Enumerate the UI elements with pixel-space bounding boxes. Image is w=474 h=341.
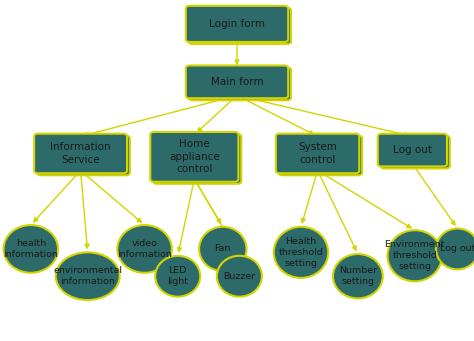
Text: Log out: Log out xyxy=(393,145,432,155)
Ellipse shape xyxy=(3,225,58,273)
Text: health
information: health information xyxy=(3,239,58,259)
Text: Home
appliance
control: Home appliance control xyxy=(169,139,220,174)
FancyBboxPatch shape xyxy=(189,68,291,100)
Text: Main form: Main form xyxy=(210,77,264,87)
FancyBboxPatch shape xyxy=(276,134,359,173)
FancyBboxPatch shape xyxy=(279,136,362,175)
Ellipse shape xyxy=(217,256,262,297)
Text: Number
setting: Number setting xyxy=(339,266,377,286)
FancyBboxPatch shape xyxy=(34,134,127,173)
Text: environmental
information: environmental information xyxy=(53,266,122,286)
Ellipse shape xyxy=(155,256,200,297)
FancyBboxPatch shape xyxy=(37,136,130,175)
Text: Login form: Login form xyxy=(209,19,265,29)
Ellipse shape xyxy=(199,227,246,271)
FancyBboxPatch shape xyxy=(150,132,238,182)
Ellipse shape xyxy=(333,254,383,298)
Ellipse shape xyxy=(274,227,328,278)
Ellipse shape xyxy=(387,230,442,281)
FancyBboxPatch shape xyxy=(381,136,450,168)
Text: Fan: Fan xyxy=(215,244,231,253)
Text: Log out: Log out xyxy=(440,244,474,253)
Text: Information
Service: Information Service xyxy=(50,142,111,165)
FancyBboxPatch shape xyxy=(186,65,288,98)
Ellipse shape xyxy=(55,252,119,300)
Text: Environment
threshold
setting: Environment threshold setting xyxy=(384,240,445,271)
Text: LED
light: LED light xyxy=(167,266,188,286)
FancyBboxPatch shape xyxy=(153,134,241,184)
Text: video
information: video information xyxy=(117,239,172,259)
Ellipse shape xyxy=(117,225,172,273)
Ellipse shape xyxy=(436,228,474,269)
Text: Health
threshold
setting: Health threshold setting xyxy=(279,237,323,268)
Text: Buzzer: Buzzer xyxy=(223,272,255,281)
FancyBboxPatch shape xyxy=(186,6,288,42)
FancyBboxPatch shape xyxy=(378,134,447,166)
Text: System
control: System control xyxy=(298,142,337,165)
FancyBboxPatch shape xyxy=(189,8,291,44)
